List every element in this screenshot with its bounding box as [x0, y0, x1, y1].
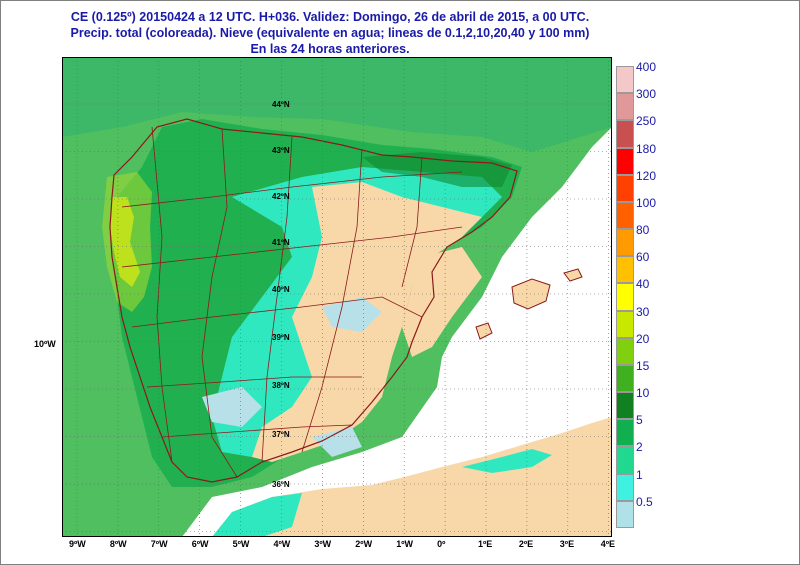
lat-label-43: 43ºN	[272, 146, 290, 155]
north-africa-rain-east	[462, 449, 552, 473]
moderate-rain-galicia	[102, 172, 152, 312]
legend-label: 10	[636, 386, 650, 401]
legend-label: 0.5	[636, 494, 653, 509]
lon-label-9: 0º	[437, 539, 446, 549]
lon-label-4: 5ºW	[232, 539, 250, 549]
legend-label: 15	[636, 358, 650, 373]
legend-label: 5	[636, 413, 643, 428]
title-line-3: En las 24 horas anteriores.	[250, 42, 410, 56]
legend-swatch	[616, 473, 634, 501]
lon-label-12: 3ºE	[559, 539, 575, 549]
legend-swatch	[616, 419, 634, 447]
legend-swatch	[616, 229, 634, 257]
lat-label-41: 41ºN	[272, 238, 290, 247]
legend-label: 1	[636, 467, 643, 482]
graticule-grid	[62, 57, 612, 537]
north-africa-rain	[212, 493, 302, 537]
east-coast-dry	[402, 247, 482, 357]
lat-label-36: 36ºN	[272, 480, 290, 489]
lon-label-2: 7ºW	[150, 539, 168, 549]
lat-label-40: 40ºN	[272, 285, 290, 294]
lon-label-13: 4ºE	[600, 539, 615, 549]
lat-label-37: 37ºN	[272, 430, 290, 439]
legend-swatch	[616, 93, 634, 121]
precipitation-map: 44ºN 43ºN 42ºN 41ºN 40ºN 39ºN 38ºN 37ºN …	[62, 57, 612, 537]
legend-label: 60	[636, 250, 650, 265]
lon-label-11: 2ºE	[518, 539, 534, 549]
lat-label-42: 42ºN	[272, 192, 290, 201]
legend-label: 180	[636, 141, 657, 156]
title-line-2: Precip. total (coloreada). Nieve (equiva…	[70, 26, 590, 40]
lat-label-39: 39ºN	[272, 333, 290, 342]
lon-label-6: 3ºW	[314, 539, 332, 549]
lon-label-8: 1ºW	[396, 539, 413, 549]
strong-rain-band	[362, 152, 512, 187]
legend-swatch	[616, 120, 634, 148]
legend-swatch	[616, 66, 634, 94]
legend-label: 20	[636, 331, 650, 346]
lon-label-5: 4ºW	[273, 539, 291, 549]
legend-label: 100	[636, 195, 657, 210]
legend-label: 80	[636, 223, 650, 238]
lat-label-44: 44ºN	[272, 100, 290, 109]
lon-label-0: 9ºW	[69, 539, 86, 549]
legend-swatch	[616, 364, 634, 393]
lon-label-3: 6ºW	[191, 539, 209, 549]
legend-swatch	[616, 392, 634, 420]
legend-swatch	[616, 147, 634, 175]
precipitation-legend	[616, 66, 634, 528]
light-rain-patch-2	[202, 387, 262, 427]
legend-swatch	[616, 500, 634, 528]
title-line-1: CE (0.125º) 20150424 a 12 UTC. H+036. Va…	[70, 10, 590, 24]
legend-swatch	[616, 337, 634, 365]
legend-label: 250	[636, 114, 657, 129]
legend-swatch	[616, 174, 634, 202]
light-rain-patch-1	[322, 297, 382, 332]
lon-label-7: 2ºW	[355, 539, 373, 549]
legend-swatch	[616, 256, 634, 284]
legend-label: 30	[636, 304, 650, 319]
lon-label-1: 8ºW	[109, 539, 127, 549]
legend-swatch	[616, 201, 634, 230]
legend-label: 120	[636, 168, 657, 183]
legend-swatch	[616, 446, 634, 474]
legend-label: 40	[636, 277, 650, 292]
iberia-coastline	[109, 118, 518, 483]
map-title: CE (0.125º) 20150424 a 12 UTC. H+036. Va…	[0, 9, 660, 57]
legend-label: 400	[636, 60, 657, 74]
legend-swatch	[616, 283, 634, 311]
legend-label: 300	[636, 87, 657, 102]
north-africa-land	[212, 417, 612, 537]
legend-swatch	[616, 310, 634, 338]
light-rain-patch-3	[312, 427, 362, 457]
northern-sea-rain	[62, 57, 612, 152]
longitude-side-label: 10ºW	[34, 339, 56, 349]
lon-label-10: 1ºE	[478, 539, 493, 549]
menorca	[563, 268, 583, 282]
mediterranean-dry-area	[182, 127, 612, 537]
lat-label-38: 38ºN	[272, 381, 290, 390]
ibiza	[475, 322, 493, 340]
legend-label: 2	[636, 440, 643, 455]
